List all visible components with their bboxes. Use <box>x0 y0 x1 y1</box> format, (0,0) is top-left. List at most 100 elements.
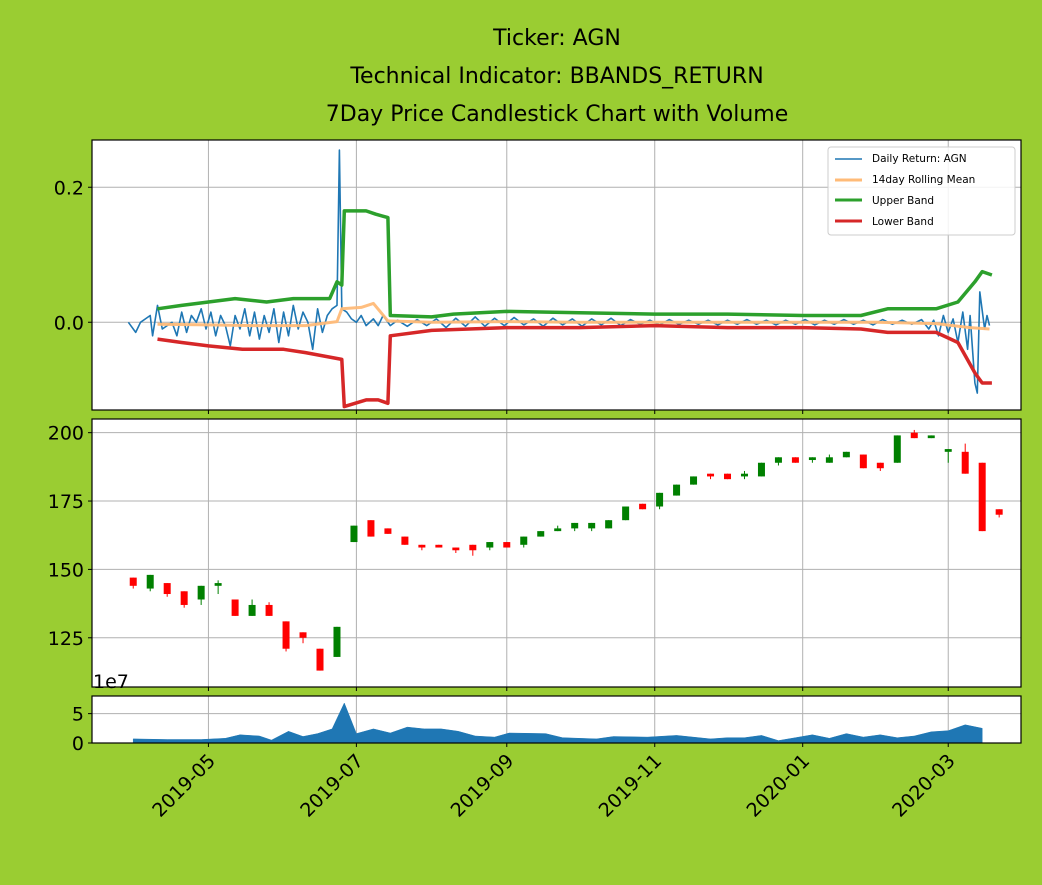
candle-body <box>944 449 952 452</box>
candle-body <box>808 457 816 461</box>
candle <box>910 429 918 439</box>
candle <box>978 462 986 532</box>
legend-label-lower-band: Lower Band <box>872 216 934 228</box>
candle-body <box>384 528 392 534</box>
candle <box>367 520 375 537</box>
candle <box>503 542 511 548</box>
candle-body <box>146 574 154 589</box>
chart-title-line-2: Technical Indicator: BBANDS_RETURN <box>349 64 763 89</box>
candle-body <box>707 473 715 477</box>
candle <box>791 457 799 463</box>
candle <box>825 454 833 463</box>
candle-body <box>452 547 460 551</box>
price-panel <box>92 419 1021 687</box>
candle-body <box>367 520 375 537</box>
candle <box>842 451 850 458</box>
candle <box>282 621 290 652</box>
candle-body <box>961 451 969 474</box>
candle <box>418 544 426 551</box>
candle-body <box>435 544 443 548</box>
volume-y-tick-label: 0 <box>72 733 84 755</box>
candle-body <box>214 583 222 586</box>
candle-body <box>690 476 698 485</box>
candle-body <box>876 462 884 469</box>
candle <box>740 470 748 480</box>
volume-panel-frame <box>91 695 1022 744</box>
candle-body <box>265 604 273 616</box>
candle-body <box>486 542 494 548</box>
candle <box>214 580 222 595</box>
candle-body <box>401 536 409 545</box>
candle <box>265 602 273 616</box>
candle <box>944 449 952 463</box>
candle <box>350 525 358 543</box>
candle-body <box>554 528 562 532</box>
candle <box>129 577 137 589</box>
candle-body <box>605 520 613 529</box>
legend-label-rolling-mean: 14day Rolling Mean <box>872 174 975 186</box>
candle <box>774 457 782 466</box>
candle-body <box>248 604 256 616</box>
candle <box>656 492 664 510</box>
candle <box>571 522 579 532</box>
candle-body <box>520 536 528 545</box>
candle-body <box>859 454 867 469</box>
candle <box>384 528 392 534</box>
price-panel-frame <box>91 418 1022 688</box>
candle <box>554 525 562 532</box>
candle-body <box>673 484 681 496</box>
volume-scale-label: 1e7 <box>93 671 129 693</box>
indicator-y-tick-label: 0.0 <box>54 312 84 334</box>
candle <box>401 536 409 545</box>
candle <box>961 443 969 474</box>
candle-body <box>774 457 782 463</box>
chart-title-line-3: 7Day Price Candlestick Chart with Volume <box>326 102 788 127</box>
series-line-rolling-mean <box>157 301 990 331</box>
candle <box>231 599 239 616</box>
candle-body <box>740 473 748 477</box>
candle-body <box>469 544 477 551</box>
series-line-lower-band <box>157 323 992 409</box>
candle <box>859 454 867 469</box>
candle <box>486 542 494 551</box>
candle <box>893 435 901 463</box>
candle-body <box>927 435 935 439</box>
candle-body <box>129 577 137 586</box>
candle-body <box>893 435 901 463</box>
volume-area <box>132 702 983 744</box>
series-line-upper-band <box>157 209 993 319</box>
candle <box>605 520 613 529</box>
candle-body <box>180 591 188 605</box>
indicator-panel-frame <box>91 139 1022 411</box>
volume-y-tick-label: 5 <box>72 704 84 726</box>
candle-body <box>910 432 918 439</box>
candle-body <box>588 522 596 529</box>
candle-body <box>197 585 205 600</box>
candle-body <box>571 522 579 529</box>
price-y-tick-label: 175 <box>48 491 84 513</box>
candle <box>808 457 816 463</box>
candle-body <box>299 632 307 638</box>
candle <box>452 547 460 553</box>
candle <box>537 531 545 537</box>
candle <box>197 585 205 605</box>
candle <box>707 473 715 480</box>
legend: Daily Return: AGN 14day Rolling Mean Upp… <box>827 146 1016 236</box>
candle-body <box>350 525 358 543</box>
candle-body <box>724 473 732 480</box>
candle-body <box>656 492 664 507</box>
candle-body <box>842 451 850 458</box>
candle <box>995 509 1003 518</box>
candle-body <box>418 544 426 548</box>
candle-body <box>163 583 171 595</box>
candle <box>724 473 732 480</box>
candle-body <box>622 506 630 521</box>
candle-body <box>537 531 545 537</box>
candle <box>163 583 171 597</box>
price-y-tick-label: 125 <box>48 628 84 650</box>
candle <box>333 626 341 657</box>
indicator-y-tick-label: 0.2 <box>54 177 84 199</box>
candle-body <box>333 626 341 657</box>
candle-body <box>231 599 239 616</box>
